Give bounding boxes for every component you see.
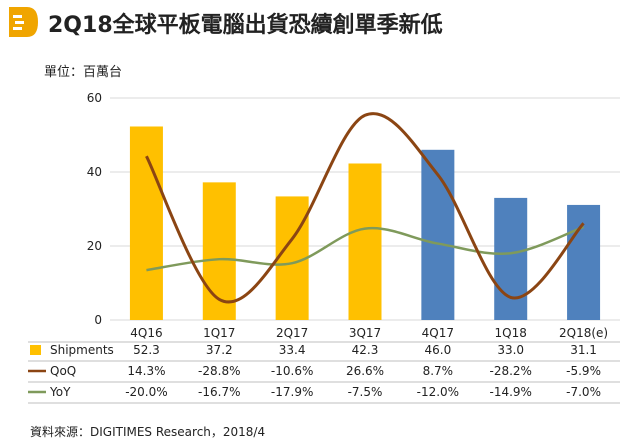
legend-swatch-shipments: [30, 345, 41, 355]
x-tick-label: 2Q18(e): [559, 326, 608, 340]
unit-label: 單位：百萬台: [44, 65, 122, 80]
bar: [348, 163, 382, 320]
table-cell: -5.9%: [566, 364, 601, 378]
yoy-line: [146, 225, 584, 272]
qoq-line: [145, 112, 585, 304]
x-tick-label: 2Q17: [276, 326, 308, 340]
table-cell: 52.3: [133, 343, 160, 357]
legend-label: YoY: [49, 385, 71, 399]
table-cell: -28.2%: [489, 364, 531, 378]
y-tick-label: 60: [87, 91, 102, 105]
bar: [129, 126, 163, 321]
table-cell: 42.3: [352, 343, 379, 357]
table-cell: 26.6%: [346, 364, 384, 378]
table-cell: -7.0%: [566, 385, 601, 399]
bar: [494, 197, 528, 320]
table-cell: 14.3%: [127, 364, 165, 378]
table-cell: -28.8%: [198, 364, 240, 378]
source-note: 資料來源：DIGITIMES Research，2018/4: [30, 425, 265, 439]
legend-label: QoQ: [50, 364, 76, 378]
y-tick-label: 20: [87, 239, 102, 253]
bar: [202, 182, 236, 320]
bar: [567, 204, 601, 320]
table-cell: 46.0: [424, 343, 451, 357]
x-tick-label: 1Q18: [495, 326, 527, 340]
table-cell: -14.9%: [489, 385, 531, 399]
digitimes-logo-icon: [9, 7, 38, 37]
y-tick-label: 0: [94, 313, 102, 327]
x-axis: 4Q16 1Q17 2Q17 3Q17 4Q17 1Q18 2Q18(e): [130, 326, 608, 340]
y-axis: 0 20 40 60: [87, 91, 102, 327]
table-cell: -12.0%: [417, 385, 459, 399]
y-tick-label: 40: [87, 165, 102, 179]
x-tick-label: 4Q17: [422, 326, 454, 340]
table-cell: -7.5%: [348, 385, 383, 399]
table-cell: 31.1: [570, 343, 597, 357]
table-cell: -16.7%: [198, 385, 240, 399]
table-cell: 8.7%: [423, 364, 454, 378]
table-cell: 33.4: [279, 343, 306, 357]
table-cell: 33.0: [497, 343, 524, 357]
table-cell: -20.0%: [125, 385, 167, 399]
table-cell: -17.9%: [271, 385, 313, 399]
x-tick-label: 3Q17: [349, 326, 381, 340]
legend-label: Shipments: [50, 343, 114, 357]
x-tick-label: 1Q17: [203, 326, 235, 340]
table-cell: 37.2: [206, 343, 233, 357]
chart-title: 2Q18全球平板電腦出貨恐續創單季新低: [48, 12, 443, 38]
line-series: [145, 112, 585, 304]
table-cell: -10.6%: [271, 364, 313, 378]
bar: [421, 149, 455, 320]
data-table: Shipments 52.3 37.2 33.4 42.3 46.0 33.0 31.1 QoQ…: [28, 341, 620, 404]
x-tick-label: 4Q16: [130, 326, 162, 340]
